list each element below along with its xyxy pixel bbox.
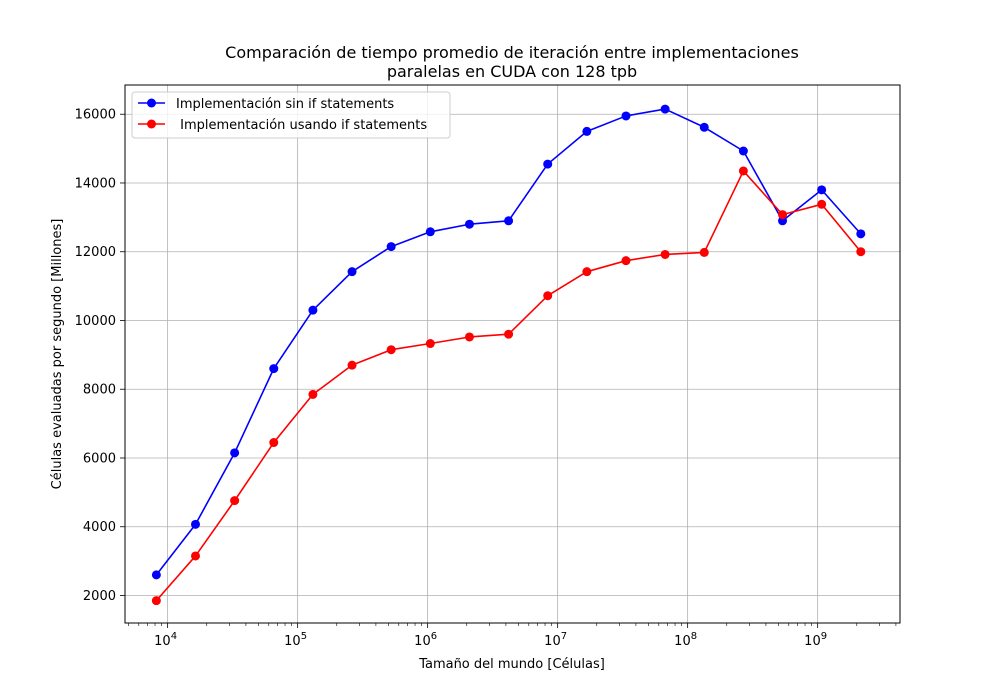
chart-title-line-1: Comparación de tiempo promedio de iterac… bbox=[225, 43, 799, 62]
series-0-point bbox=[778, 216, 788, 226]
x-tick-label: 105 bbox=[284, 631, 307, 649]
series-0-point bbox=[543, 159, 553, 169]
series-1-point bbox=[621, 256, 631, 266]
series-1-point bbox=[660, 249, 670, 259]
y-tick-label: 12000 bbox=[75, 245, 116, 260]
series-0-point bbox=[347, 267, 357, 277]
legend: Implementación sin if statements Impleme… bbox=[131, 91, 451, 139]
y-axis-label: Células evaluadas por segundo [Millones] bbox=[50, 219, 65, 490]
series-1-point bbox=[151, 596, 161, 606]
series-0-point bbox=[582, 126, 592, 136]
series-1-point bbox=[347, 360, 357, 370]
series-0-point bbox=[817, 185, 827, 195]
chart-title-line-2: paralelas en CUDA con 128 tpb bbox=[387, 62, 637, 81]
series-1-point bbox=[230, 496, 240, 506]
series-1-point bbox=[817, 199, 827, 209]
series-0-point bbox=[151, 570, 161, 580]
series-1-point bbox=[425, 339, 435, 349]
series-0-point bbox=[425, 227, 435, 237]
y-tick-label: 8000 bbox=[83, 383, 116, 398]
series-1-point bbox=[582, 267, 592, 277]
series-0-point bbox=[738, 146, 748, 156]
series-0-point bbox=[621, 111, 631, 121]
series-0-point bbox=[191, 519, 201, 529]
x-tick-label: 104 bbox=[154, 631, 177, 649]
legend-frame bbox=[131, 91, 451, 139]
series-0-point bbox=[660, 104, 670, 114]
y-tick-label: 4000 bbox=[83, 520, 116, 535]
series-1-point bbox=[738, 166, 748, 176]
series-0-point bbox=[504, 216, 514, 226]
series-line-0 bbox=[155, 108, 862, 576]
series-0-point bbox=[464, 219, 474, 229]
series-1-point bbox=[464, 332, 474, 342]
series-1-point bbox=[856, 247, 866, 257]
x-tick-label: 107 bbox=[544, 631, 567, 649]
y-tick-label: 16000 bbox=[75, 108, 116, 123]
series-1-point bbox=[386, 345, 396, 355]
series-1-point bbox=[504, 329, 514, 339]
series-1-point bbox=[191, 551, 201, 561]
y-tick-label: 10000 bbox=[75, 314, 116, 329]
series-0-point bbox=[856, 229, 866, 239]
series-1-point bbox=[699, 247, 709, 257]
series-0-point bbox=[386, 242, 396, 252]
series-0-point bbox=[269, 364, 279, 374]
series-0-point bbox=[699, 122, 709, 132]
legend-marker-0 bbox=[147, 98, 156, 108]
x-tick-label: 108 bbox=[674, 631, 697, 649]
y-tick-label: 6000 bbox=[83, 451, 116, 466]
plot-area-frame bbox=[124, 84, 901, 624]
x-tick-label: 106 bbox=[414, 631, 437, 649]
legend-marker-1 bbox=[147, 119, 156, 129]
legend-label-0: Implementación sin if statements bbox=[176, 97, 394, 112]
series-0-point bbox=[230, 448, 240, 458]
series-1-point bbox=[308, 389, 318, 399]
series-0-point bbox=[308, 305, 318, 315]
x-axis-label: Tamaño del mundo [Células] bbox=[418, 657, 605, 672]
series-1-point bbox=[778, 210, 788, 220]
legend-label-1: Implementación usando if statements bbox=[176, 118, 427, 133]
y-tick-label: 14000 bbox=[75, 176, 116, 191]
series-1-point bbox=[543, 291, 553, 301]
x-tick-label: 109 bbox=[804, 631, 827, 649]
series-1-point bbox=[269, 438, 279, 448]
series-line-1 bbox=[155, 170, 862, 602]
y-tick-label: 2000 bbox=[83, 589, 116, 604]
